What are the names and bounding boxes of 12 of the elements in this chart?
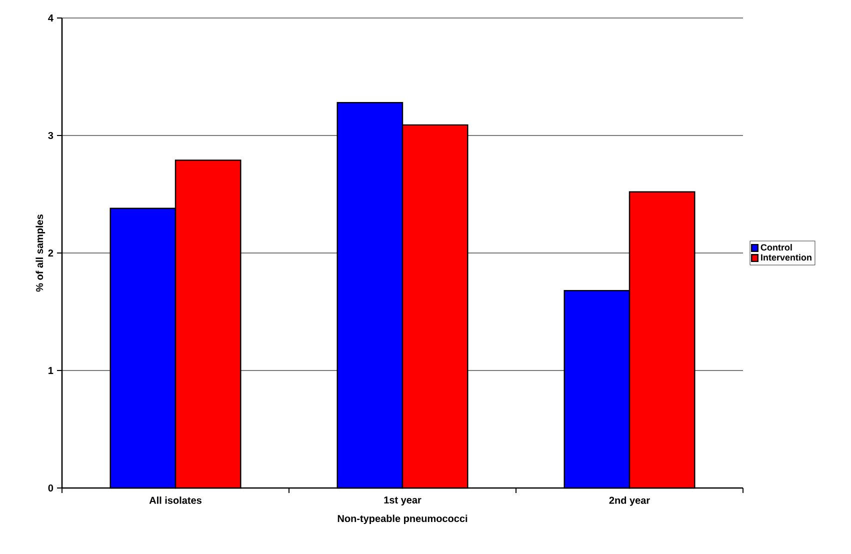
legend-label: Control [760,244,792,251]
y-axis-title: % of all samples [36,214,46,292]
x-tick-label: All isolates [149,496,202,504]
legend-label: Intervention [761,254,812,261]
y-tick-label: 2 [48,250,54,256]
y-tick-label: 3 [48,132,54,140]
x-tick-label: 1st year [384,496,422,506]
y-tick-label: 4 [48,14,54,22]
y-tick-label: 1 [48,367,54,374]
y-tick-label: 0 [48,484,54,492]
x-axis-title: Non-typeable pneumococci [338,514,468,524]
x-tick-label: 2nd year [609,496,650,506]
